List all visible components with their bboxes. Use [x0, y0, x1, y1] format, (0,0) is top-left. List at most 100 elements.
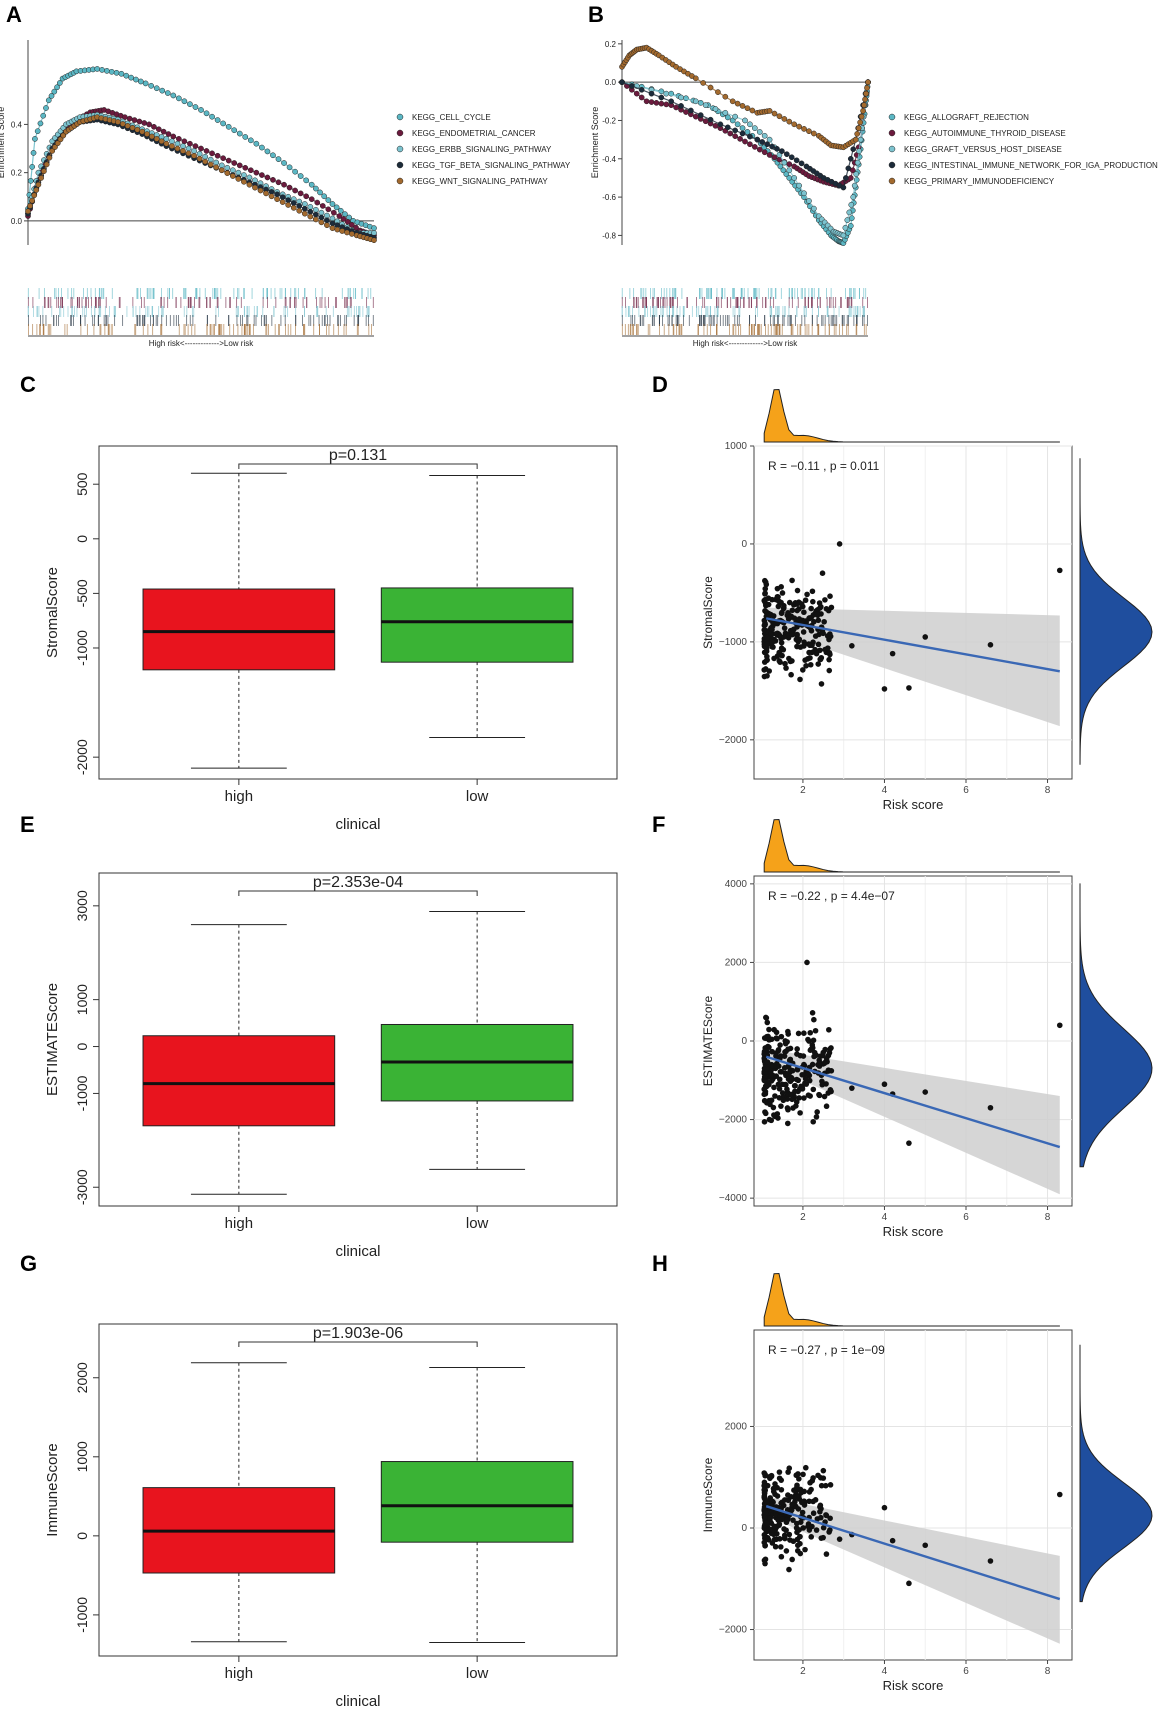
series-point [224, 170, 231, 176]
legend-marker [396, 145, 404, 153]
series-point [321, 193, 328, 200]
series-point [207, 156, 214, 163]
series-point [191, 152, 197, 159]
regression-line [765, 1505, 1061, 1601]
y-tick-label: 0 [741, 1036, 747, 1047]
series-point [788, 154, 795, 161]
scatter-point-outlier [1056, 1022, 1063, 1029]
series-point [842, 224, 849, 231]
series-point [185, 150, 192, 157]
series-point [37, 120, 44, 127]
series-point [747, 141, 753, 148]
series-point [702, 102, 709, 108]
scatter-point [820, 1052, 826, 1059]
series-point [270, 152, 276, 159]
scatter-point [788, 613, 795, 620]
plot-frame [98, 872, 618, 1207]
y-tick-label: 500 [74, 472, 90, 496]
scatter-point [821, 1060, 828, 1067]
y-tick-label: 0.0 [11, 217, 23, 226]
series-point [318, 214, 325, 221]
density-right [1079, 458, 1153, 765]
scatter-point [764, 634, 771, 641]
scatter-point [794, 1536, 801, 1543]
series-point [296, 203, 303, 209]
scatter-point [812, 1497, 819, 1503]
series-point [308, 196, 315, 203]
series-point [847, 222, 854, 229]
scatter-point [777, 1042, 783, 1048]
density-top [763, 818, 1060, 873]
confidence-band [766, 607, 1060, 727]
series-point [729, 98, 736, 105]
scatter-point [794, 1494, 800, 1500]
scatter-point [820, 1524, 827, 1531]
series-point [115, 119, 121, 125]
series-point [333, 204, 340, 211]
series-point [329, 225, 336, 231]
series-point [158, 138, 165, 145]
correlation-annotation: R = −0.27 , p = 1e−09 [768, 1343, 885, 1357]
x-axis-label: Risk score [883, 1224, 944, 1239]
series-point [303, 193, 310, 200]
scatter-point [784, 1086, 790, 1092]
panel-h-scatter: 2 4 6 8 −2000 0 2000 Risk score ImmuneScore R = −… [701, 1272, 1153, 1693]
series-point [783, 171, 790, 177]
series-point [209, 113, 215, 120]
scatter-point-outlier [987, 642, 994, 648]
series-point [52, 144, 58, 150]
series-point [246, 174, 253, 181]
series-point [192, 143, 199, 149]
series-line [621, 81, 869, 189]
scatter-point [793, 1099, 800, 1105]
series-point [764, 141, 770, 148]
series-point [57, 136, 64, 143]
y-tick-label: -3000 [74, 1169, 90, 1205]
series-point [749, 107, 756, 114]
x-tick-label: 2 [800, 1666, 806, 1677]
series-point [317, 189, 323, 196]
box-high [142, 588, 336, 671]
scatter-point [779, 590, 786, 596]
scatter-point [781, 634, 787, 640]
series-point [722, 93, 729, 100]
scatter-point-outlier [849, 1085, 855, 1091]
scatter-point [816, 1059, 823, 1066]
series-point [798, 160, 805, 167]
series-point [727, 130, 734, 137]
series-point [220, 120, 226, 127]
scatter-point [799, 667, 806, 673]
scatter-point [778, 1486, 785, 1493]
series-point [225, 157, 232, 164]
scatter-point-outlier [906, 1140, 912, 1146]
scatter-point [776, 1469, 783, 1475]
series-point [247, 167, 254, 174]
scatter-point [768, 1501, 775, 1508]
series-point [313, 206, 319, 213]
series-point [786, 118, 793, 125]
panel-label-h: H [652, 1251, 668, 1276]
series-point [340, 216, 347, 222]
series-point [246, 181, 253, 188]
series-point [235, 176, 242, 182]
series-point [846, 209, 853, 216]
scatter-point [762, 590, 768, 597]
x-tick-label: 4 [882, 785, 888, 796]
scatter-point [827, 593, 833, 600]
scatter-point [822, 1482, 829, 1489]
scatter-point [781, 625, 788, 631]
scatter-point [785, 1028, 791, 1035]
series-point [692, 113, 699, 120]
scatter-point [823, 1512, 830, 1519]
y-tick-label: 1000 [725, 441, 748, 452]
plot-frame [98, 1323, 618, 1657]
scatter-point [798, 601, 805, 607]
scatter-point [766, 1026, 772, 1033]
x-axis-label: clinical [335, 1693, 380, 1710]
scatter-point [796, 1476, 802, 1482]
series-point [275, 179, 282, 186]
series-point [131, 117, 138, 123]
scatter-point [764, 1019, 771, 1026]
scatter-point [817, 605, 823, 611]
scatter-point [799, 617, 806, 624]
